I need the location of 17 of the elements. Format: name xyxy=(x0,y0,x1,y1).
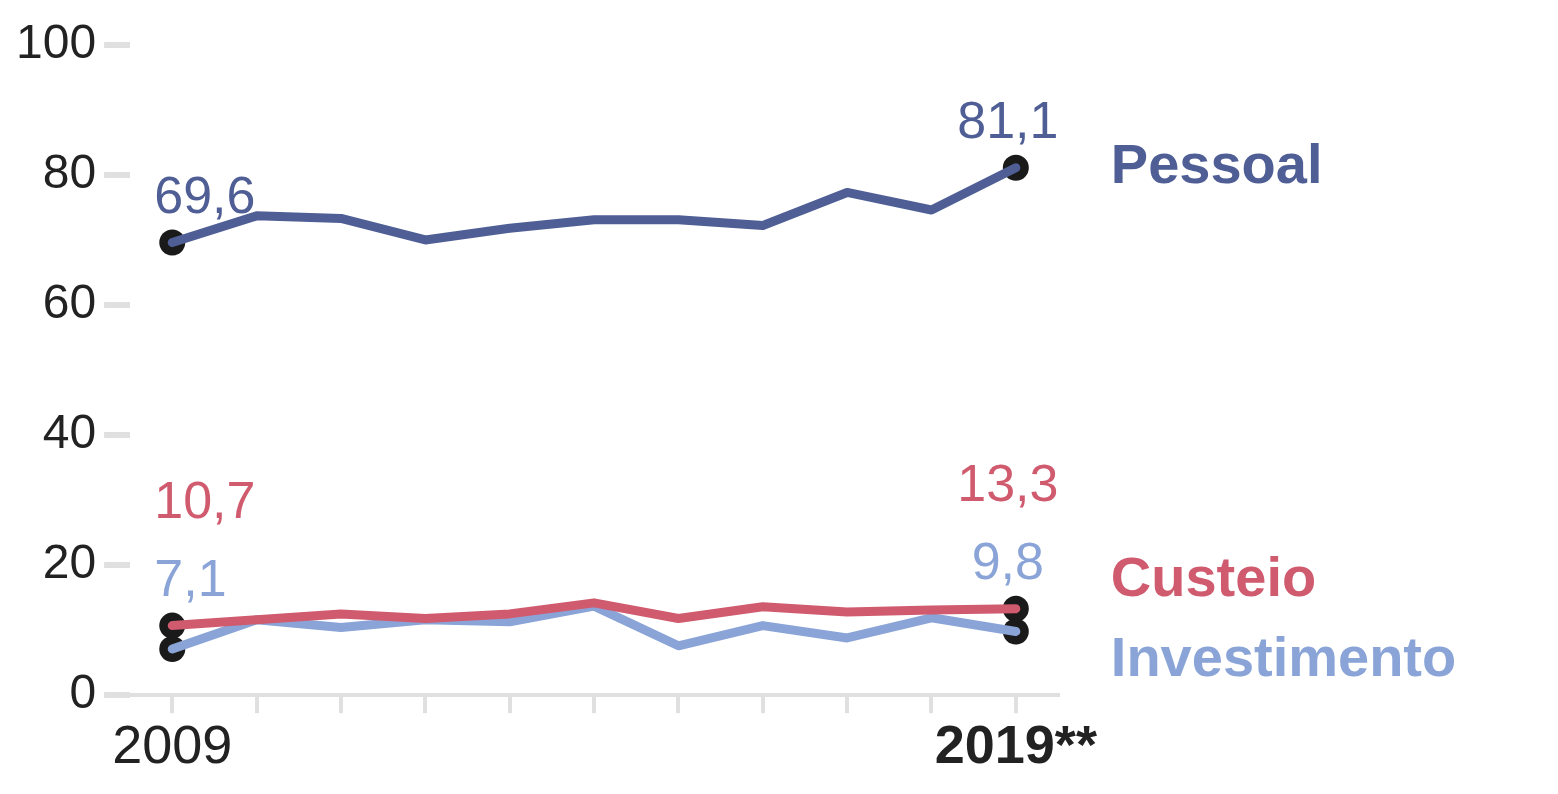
series-label: Pessoal xyxy=(1110,132,1323,196)
x-tick-label: 2019** xyxy=(934,714,1097,775)
data-label: 10,7 xyxy=(154,470,256,529)
data-label: 69,6 xyxy=(154,165,256,224)
data-label: 13,3 xyxy=(957,453,1059,512)
y-tick-label: 20 xyxy=(42,535,97,589)
y-tick-label: 60 xyxy=(42,275,97,329)
y-tick-label: 80 xyxy=(42,145,97,199)
series-label: Custeio xyxy=(1110,544,1317,608)
y-tick-label: 0 xyxy=(69,665,97,719)
x-tick-label: 2009 xyxy=(112,714,233,775)
series-label: Investimento xyxy=(1110,624,1457,688)
data-label: 7,1 xyxy=(154,548,227,607)
data-label: 81,1 xyxy=(957,90,1059,149)
y-tick-label: 100 xyxy=(15,15,97,69)
y-tick-label: 40 xyxy=(42,405,97,459)
data-label: 9,8 xyxy=(971,531,1044,590)
